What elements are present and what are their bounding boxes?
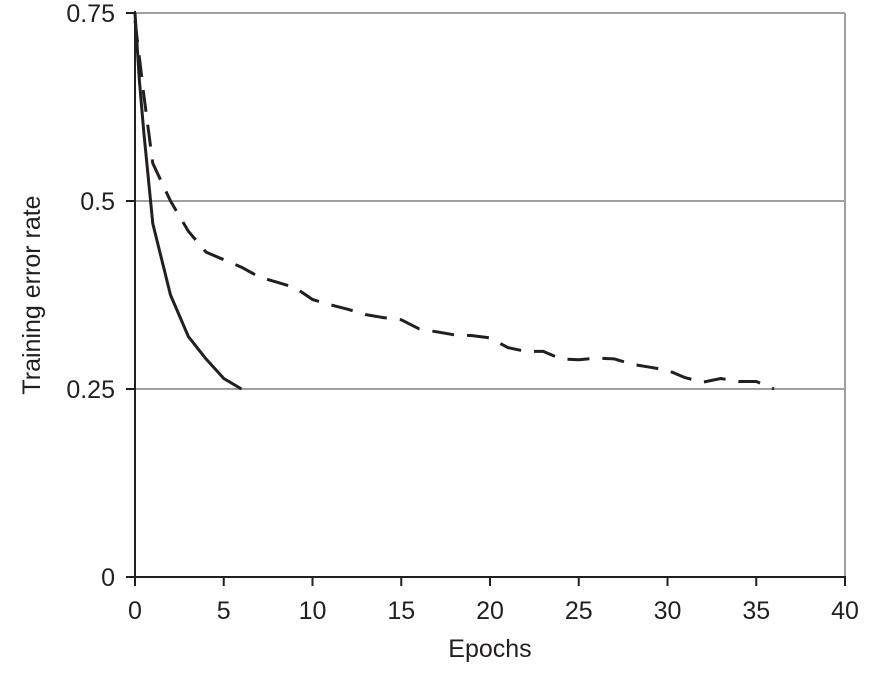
tick-labels: 0 5 10 15 20 25 30 35 40 0 0.25 0.5 0.75: [66, 0, 859, 625]
y-axis-title: Training error rate: [18, 195, 46, 394]
axes: [126, 11, 846, 586]
series-line-solid: [133, 12, 243, 391]
y-tick-label-2: 0.5: [80, 188, 115, 216]
x-tick-label-3: 15: [387, 597, 415, 625]
x-tick-label-8: 40: [831, 597, 859, 625]
x-tick-label-1: 5: [217, 597, 231, 625]
x-tick-label-2: 10: [299, 597, 327, 625]
series-line-dashed: [133, 20, 775, 391]
y-tick-label-3: 0.75: [66, 0, 115, 28]
y-tick-label-1: 0.25: [66, 376, 115, 404]
y-tick-label-0: 0: [101, 564, 115, 592]
x-axis-title: Epochs: [448, 635, 531, 663]
gridlines: [135, 12, 846, 577]
x-tick-label-6: 30: [654, 597, 682, 625]
x-tick-label-0: 0: [128, 597, 142, 625]
x-tick-label-5: 25: [565, 597, 593, 625]
plot-area: [133, 12, 775, 391]
x-tick-label-7: 35: [742, 597, 770, 625]
x-tick-label-4: 20: [476, 597, 504, 625]
